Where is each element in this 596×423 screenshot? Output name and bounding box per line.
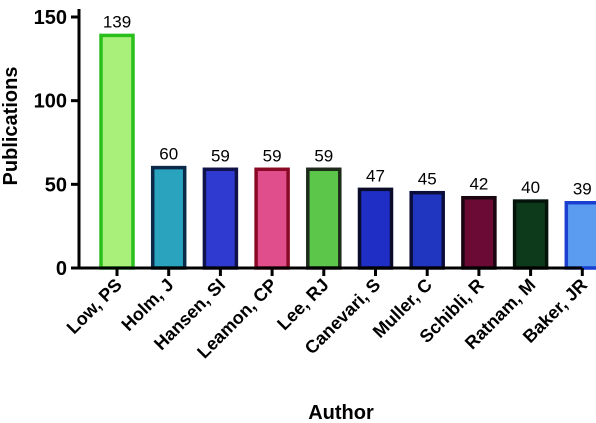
bar [99, 33, 135, 270]
y-tick-label: 50 [45, 174, 67, 196]
bar [306, 167, 342, 270]
x-tick-label: Low, PS [63, 275, 126, 338]
data-label: 59 [263, 146, 282, 165]
data-label: 59 [314, 146, 333, 165]
data-label: 60 [159, 145, 178, 164]
bar [564, 200, 596, 270]
data-label: 47 [366, 166, 385, 185]
data-labels: 139 60 59 59 59 47 45 42 40 39 [103, 12, 592, 198]
data-label: 45 [418, 170, 437, 189]
x-axis-title: Author [308, 402, 374, 423]
data-label: 59 [211, 146, 230, 165]
data-label: 139 [103, 12, 131, 31]
bar [357, 187, 394, 270]
y-axis-title: Publications [0, 67, 22, 186]
bar [409, 190, 445, 270]
data-label: 40 [521, 178, 540, 197]
bar [512, 199, 549, 270]
bars [99, 33, 596, 270]
y-axis: 0 50 100 150 [34, 7, 81, 280]
bar [254, 167, 290, 270]
data-label: 42 [469, 175, 488, 194]
data-label: 39 [573, 180, 592, 199]
bar [150, 165, 187, 270]
y-tick-label: 0 [56, 258, 67, 280]
bar [202, 167, 239, 270]
y-tick-label: 150 [34, 7, 67, 29]
y-tick-label: 100 [34, 91, 67, 113]
bar [461, 195, 497, 270]
